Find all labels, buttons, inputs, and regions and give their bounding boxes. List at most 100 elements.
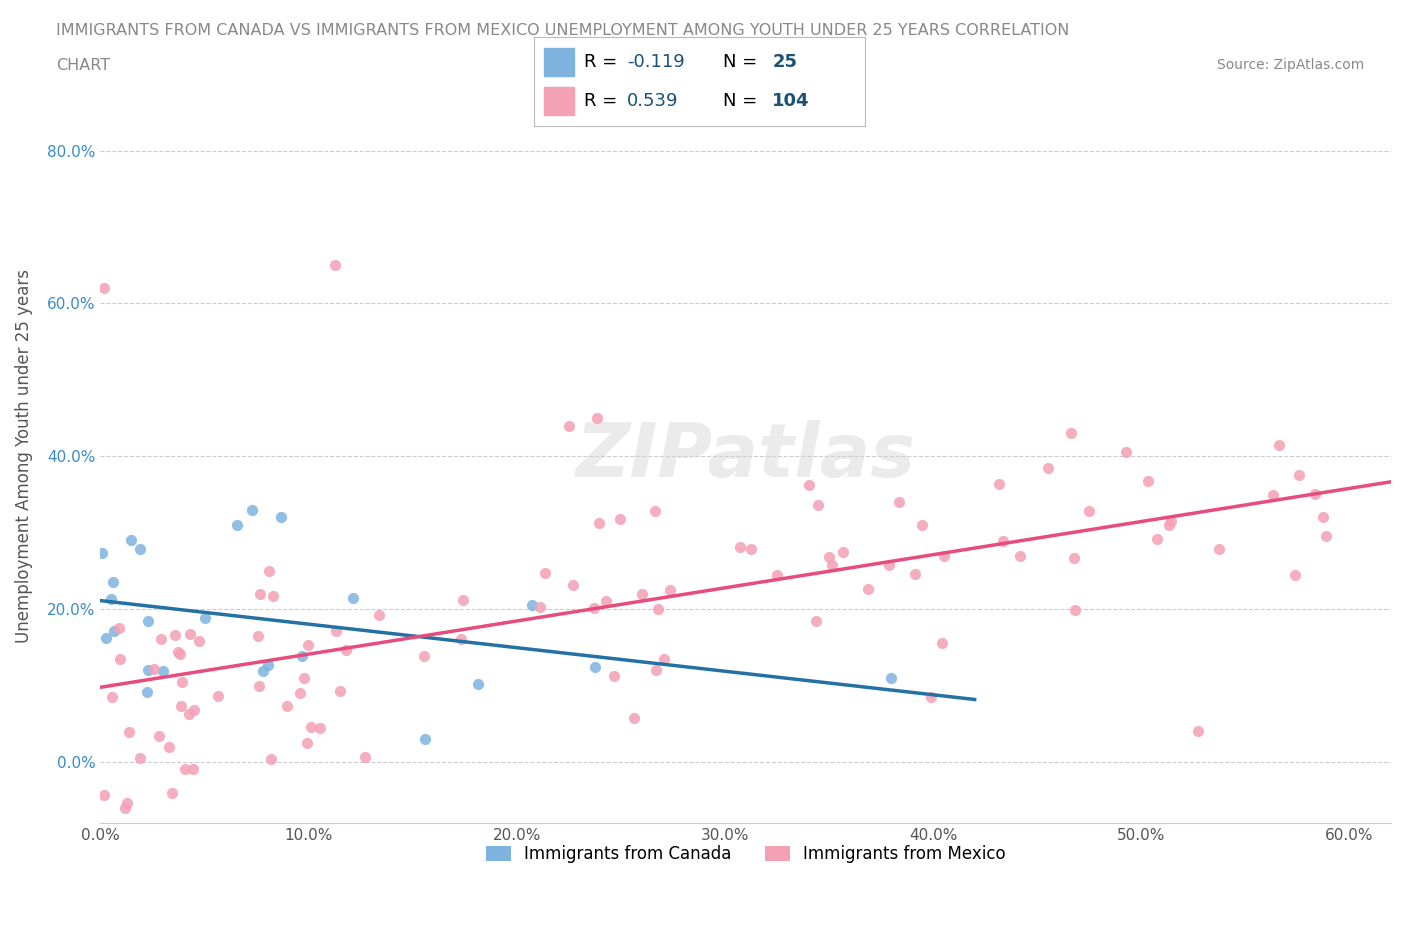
Point [931, 635, 953, 650]
Point [179, 627, 201, 642]
Point [586, 411, 609, 426]
Point [595, 593, 617, 608]
Point [413, 648, 436, 663]
Point [143, 662, 166, 677]
Text: 0.539: 0.539 [627, 92, 678, 110]
Point [934, 549, 956, 564]
Point [817, 550, 839, 565]
Point [1136, 473, 1159, 488]
Point [368, 607, 391, 622]
Point [115, 795, 138, 810]
Text: Source: ZipAtlas.com: Source: ZipAtlas.com [1216, 58, 1364, 72]
Point [832, 544, 855, 559]
Point [1261, 488, 1284, 503]
Point [1315, 528, 1337, 543]
Point [451, 593, 474, 608]
Text: N =: N = [723, 53, 762, 71]
Point [100, 591, 122, 606]
Point [1187, 724, 1209, 738]
Point [136, 684, 159, 699]
Point [561, 578, 583, 592]
Point [887, 494, 910, 509]
Point [309, 721, 332, 736]
Point [534, 566, 557, 581]
Point [652, 651, 675, 666]
Y-axis label: Unemployment Among Youth under 25 years: Unemployment Among Youth under 25 years [15, 270, 32, 644]
Bar [544, 47, 574, 76]
Point [257, 564, 280, 578]
Point [247, 628, 270, 643]
Point [879, 557, 901, 572]
Point [583, 601, 606, 616]
Point [1208, 542, 1230, 557]
Point [167, 645, 190, 660]
Text: ZIPatlas: ZIPatlas [575, 419, 915, 493]
Point [152, 664, 174, 679]
Point [354, 750, 377, 764]
Point [257, 658, 280, 673]
Text: -0.119: -0.119 [627, 53, 685, 71]
Point [991, 534, 1014, 549]
Point [181, 762, 204, 777]
Point [821, 557, 844, 572]
Text: CHART: CHART [56, 58, 110, 73]
Point [270, 510, 292, 525]
Point [128, 751, 150, 765]
Point [807, 498, 830, 512]
Point [911, 517, 934, 532]
Point [583, 659, 606, 674]
Point [413, 732, 436, 747]
Point [1160, 513, 1182, 528]
Point [1284, 567, 1306, 582]
Legend: Immigrants from Canada, Immigrants from Mexico: Immigrants from Canada, Immigrants from … [479, 839, 1012, 870]
Text: R =: R = [583, 92, 623, 110]
Point [157, 739, 180, 754]
Point [325, 623, 347, 638]
Point [120, 533, 142, 548]
Point [644, 503, 666, 518]
Point [588, 515, 610, 530]
Point [299, 719, 322, 734]
Point [207, 688, 229, 703]
Point [630, 587, 652, 602]
Point [240, 502, 263, 517]
Point [262, 589, 284, 604]
Point [93, 281, 115, 296]
Point [148, 729, 170, 744]
Point [291, 648, 314, 663]
Point [183, 702, 205, 717]
Point [177, 707, 200, 722]
Bar [544, 86, 574, 115]
Point [323, 258, 346, 272]
Point [1305, 486, 1327, 501]
Point [249, 587, 271, 602]
Point [1288, 468, 1310, 483]
Point [797, 477, 820, 492]
Point [297, 638, 319, 653]
Point [988, 477, 1011, 492]
Point [226, 518, 249, 533]
Point [103, 624, 125, 639]
Text: 25: 25 [772, 53, 797, 71]
Point [194, 610, 217, 625]
Point [108, 620, 131, 635]
Point [1267, 437, 1289, 452]
Point [1115, 445, 1137, 459]
Point [1063, 551, 1085, 565]
Point [644, 663, 666, 678]
Point [804, 613, 827, 628]
Point [1008, 549, 1031, 564]
Point [188, 633, 211, 648]
Point [136, 614, 159, 629]
Point [765, 567, 787, 582]
Point [623, 711, 645, 725]
Point [740, 541, 762, 556]
Point [1060, 425, 1083, 440]
Point [450, 631, 472, 646]
Point [117, 724, 139, 739]
Point [647, 602, 669, 617]
Point [170, 699, 193, 714]
Text: IMMIGRANTS FROM CANADA VS IMMIGRANTS FROM MEXICO UNEMPLOYMENT AMONG YOUTH UNDER : IMMIGRANTS FROM CANADA VS IMMIGRANTS FRO… [56, 23, 1070, 38]
Point [90, 545, 112, 560]
Point [174, 762, 197, 777]
